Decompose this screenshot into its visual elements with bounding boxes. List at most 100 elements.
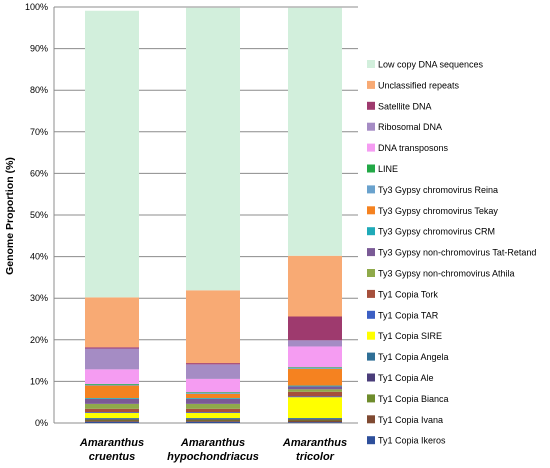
legend: Low copy DNA sequences Unclassified repea… bbox=[367, 60, 536, 446]
bar-segment bbox=[85, 408, 139, 413]
y-tick-label: 60% bbox=[30, 168, 48, 178]
bar-segment bbox=[85, 420, 139, 422]
bar-segment bbox=[288, 368, 342, 369]
legend-label: Ty3 Gypsy non-chromovirus Athila bbox=[378, 269, 515, 279]
legend-swatch bbox=[367, 436, 375, 445]
x-category-label: tricolor bbox=[296, 451, 335, 463]
x-category-label: Amaranthus bbox=[282, 437, 347, 449]
y-tick-label: 90% bbox=[30, 44, 48, 54]
bar-segment bbox=[85, 421, 139, 423]
legend-swatch bbox=[367, 80, 375, 89]
bar-segment bbox=[85, 419, 139, 421]
y-tick-label: 80% bbox=[30, 85, 48, 95]
bar-segment bbox=[288, 419, 342, 421]
bar-segment bbox=[85, 403, 139, 409]
legend-label: Ty1 Copia Tork bbox=[378, 289, 438, 299]
bar-segment bbox=[186, 290, 240, 364]
legend-swatch bbox=[367, 101, 375, 110]
bar-segment bbox=[186, 378, 240, 393]
y-tick-label: 70% bbox=[30, 127, 48, 137]
bars bbox=[85, 7, 342, 423]
legend-label: Satellite DNA bbox=[378, 101, 432, 111]
y-tick-label: 100% bbox=[25, 2, 48, 12]
y-tick-label: 30% bbox=[30, 293, 48, 303]
bar-segment bbox=[186, 398, 240, 399]
y-tick-label: 50% bbox=[30, 210, 48, 220]
legend-swatch bbox=[367, 373, 375, 382]
legend-swatch bbox=[367, 248, 375, 257]
legend-label: Ty1 Copia Angela bbox=[378, 352, 449, 362]
legend-label: Ty1 Copia Ivana bbox=[378, 415, 443, 425]
bar-segment bbox=[288, 389, 342, 392]
legend-label: Ty3 Gypsy chromovirus Tekay bbox=[378, 206, 498, 216]
bar-segment bbox=[186, 7, 240, 291]
bar-segment bbox=[288, 386, 342, 390]
legend-swatch bbox=[367, 415, 375, 424]
legend-label: Ty3 Gypsy non-chromovirus Tat-Retand bbox=[378, 248, 536, 258]
bar-segment bbox=[85, 297, 139, 348]
bar-segment bbox=[186, 418, 240, 419]
bar-segment bbox=[85, 385, 139, 399]
bar-segment bbox=[85, 398, 139, 399]
bar-segment bbox=[85, 413, 139, 419]
bar-segment bbox=[85, 418, 139, 419]
bar-segment bbox=[288, 7, 342, 256]
legend-swatch bbox=[367, 289, 375, 298]
bar-segment bbox=[288, 368, 342, 386]
bar-segment bbox=[186, 403, 240, 409]
bar-segment bbox=[186, 363, 240, 365]
legend-label: LINE bbox=[378, 164, 398, 174]
bar-segment bbox=[186, 408, 240, 413]
bar-segment bbox=[288, 418, 342, 420]
y-tick-label: 0% bbox=[35, 418, 48, 428]
bar-segment bbox=[186, 364, 240, 379]
bar-segment bbox=[85, 412, 139, 414]
bar-segment bbox=[85, 10, 139, 298]
bar-segment bbox=[85, 348, 139, 370]
bar-segment bbox=[85, 418, 139, 420]
bar-segment bbox=[186, 393, 240, 399]
legend-swatch bbox=[367, 310, 375, 319]
bar-segment bbox=[288, 397, 342, 419]
bar-segment bbox=[288, 396, 342, 398]
legend-swatch bbox=[367, 352, 375, 361]
bar-segment bbox=[186, 421, 240, 423]
y-tick-label: 40% bbox=[30, 252, 48, 262]
x-category-label: cruentus bbox=[89, 451, 135, 463]
legend-label: Ty1 Copia Bianca bbox=[378, 394, 449, 404]
legend-label: Ty1 Copia Ale bbox=[378, 373, 434, 383]
y-axis-label: Genome Proportion (%) bbox=[4, 157, 16, 275]
legend-label: Ty1 Copia Ikeros bbox=[378, 436, 446, 446]
bar-segment bbox=[186, 393, 240, 394]
legend-swatch bbox=[367, 269, 375, 277]
bar-segment bbox=[85, 369, 139, 384]
x-category-label: hypochondriacus bbox=[167, 451, 259, 463]
legend-swatch bbox=[367, 60, 375, 68]
bar-segment bbox=[186, 412, 240, 414]
bar-segment bbox=[288, 346, 342, 368]
bar-segment bbox=[85, 383, 139, 385]
legend-label: Ty1 Copia TAR bbox=[378, 310, 439, 320]
bar-segment bbox=[186, 419, 240, 421]
bar-segment bbox=[288, 385, 342, 387]
bar-segment bbox=[288, 255, 342, 317]
bar-segment bbox=[186, 418, 240, 420]
legend-swatch bbox=[367, 164, 375, 173]
x-category-label: Amaranthus bbox=[180, 437, 245, 449]
bar-segment bbox=[288, 340, 342, 347]
y-tick-label: 20% bbox=[30, 335, 48, 345]
bar-segment bbox=[85, 347, 139, 349]
bar-segment bbox=[85, 384, 139, 386]
y-tick-labels: 0% 10% 20% 30% 40% 50% 60% 70% 80% 90% 100% bbox=[25, 2, 48, 428]
bar-segment bbox=[288, 420, 342, 423]
legend-swatch bbox=[367, 122, 375, 131]
legend-label: Ty3 Gypsy chromovirus Reina bbox=[378, 185, 498, 195]
legend-swatch bbox=[367, 227, 375, 236]
bar-segment bbox=[288, 418, 342, 419]
bar-segment bbox=[186, 398, 240, 404]
legend-swatch bbox=[367, 143, 375, 152]
legend-label: Low copy DNA sequences bbox=[378, 60, 484, 70]
legend-swatch bbox=[367, 394, 375, 403]
legend-swatch bbox=[367, 185, 375, 194]
